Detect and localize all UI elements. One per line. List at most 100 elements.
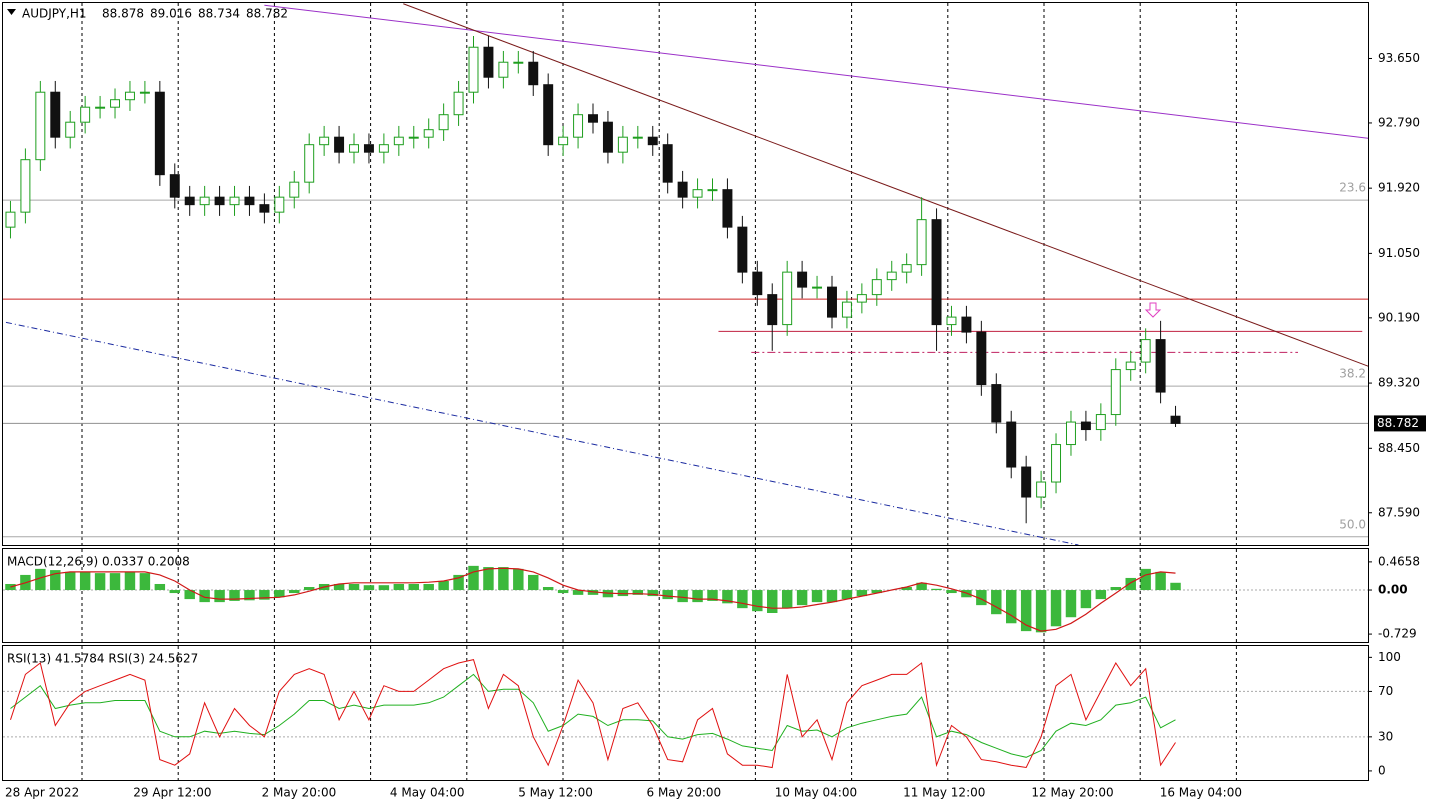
candle-body xyxy=(139,91,150,94)
macd-bar xyxy=(274,590,285,598)
macd-bar xyxy=(453,574,464,591)
x-tick-label: 4 May 04:00 xyxy=(390,786,465,800)
macd-bar xyxy=(408,583,419,591)
macd-bar xyxy=(199,590,210,603)
candle-body xyxy=(812,286,823,289)
candle-body xyxy=(722,189,733,228)
candle-body xyxy=(976,331,987,386)
y-tick-label: 0.00 xyxy=(1378,583,1408,597)
macd-bar xyxy=(946,590,957,594)
candle-body xyxy=(184,196,195,206)
candle-body xyxy=(677,181,688,198)
candle-body xyxy=(916,219,927,266)
candle-body xyxy=(423,129,434,138)
candle-body xyxy=(1006,421,1017,468)
macd-bar xyxy=(1125,577,1136,591)
macd-bar xyxy=(1170,582,1181,591)
candle-body xyxy=(617,136,628,153)
macd-bar xyxy=(811,590,823,603)
macd-bar xyxy=(184,590,195,600)
macd-bar xyxy=(64,571,76,591)
candle-body xyxy=(349,144,359,153)
candle-body xyxy=(65,121,76,138)
macd-bar xyxy=(692,590,703,603)
x-tick-label: 16 May 04:00 xyxy=(1160,786,1242,800)
macd-bar xyxy=(856,590,868,597)
trend-line xyxy=(5,321,1079,545)
macd-bar xyxy=(617,590,629,597)
candle-body xyxy=(35,91,46,161)
macd-bar xyxy=(976,590,987,606)
macd-bar xyxy=(1155,571,1166,591)
candle-body xyxy=(991,384,1002,423)
macd-bar xyxy=(826,590,838,603)
macd-bar xyxy=(513,568,524,591)
y-tick-label: 88.450 xyxy=(1378,441,1420,455)
macd-bar xyxy=(1065,590,1077,618)
rsi-title: RSI(13) 41.5784 RSI(3) 24.5627 xyxy=(7,652,198,666)
candle-body xyxy=(274,196,285,213)
candle-body xyxy=(363,144,374,153)
rsi-line xyxy=(10,673,1176,758)
y-tick-label: 30 xyxy=(1378,729,1393,743)
candle-body xyxy=(1095,414,1106,431)
macd-bar xyxy=(557,590,569,594)
macd-bar xyxy=(378,585,390,591)
y-tick-label: 70 xyxy=(1378,684,1393,698)
candle-body xyxy=(602,121,613,153)
candle-body xyxy=(124,91,135,101)
candle-body xyxy=(573,114,584,138)
macd-bar xyxy=(35,568,46,591)
macd-bar xyxy=(1095,590,1107,600)
macd-bar xyxy=(423,583,434,591)
candle-body xyxy=(453,91,464,116)
candle-body xyxy=(1110,369,1121,416)
candle-body xyxy=(647,136,658,146)
candle-body xyxy=(289,181,300,198)
macd-bar xyxy=(438,580,449,591)
candle-body xyxy=(229,196,240,206)
macd-bar xyxy=(229,590,240,601)
macd-bar xyxy=(124,571,136,591)
candle-body xyxy=(528,61,539,86)
candle-body xyxy=(692,189,703,198)
x-tick-label: 5 May 12:00 xyxy=(518,786,593,800)
x-tick-label: 11 May 12:00 xyxy=(903,786,985,800)
menu-triangle xyxy=(7,9,16,15)
x-tick-label: 28 Apr 2022 xyxy=(5,786,79,800)
macd-bar xyxy=(393,583,405,591)
macd-bar xyxy=(916,582,927,591)
y-tick-label: 92.790 xyxy=(1378,115,1420,129)
candle-body xyxy=(169,174,180,198)
macd-bar xyxy=(1110,587,1122,591)
low-price: 88.734 xyxy=(198,7,240,21)
macd-bar xyxy=(1080,590,1092,609)
macd-bar xyxy=(632,590,644,595)
current-price-box xyxy=(1374,415,1426,432)
macd-bar xyxy=(841,590,853,600)
candle-body xyxy=(214,196,225,206)
macd-bar xyxy=(1140,568,1151,591)
candle-body xyxy=(110,99,121,108)
candle-body xyxy=(483,46,494,78)
candle-body xyxy=(304,144,315,183)
y-tick-label: 91.050 xyxy=(1378,246,1420,260)
candle-body xyxy=(1065,421,1076,446)
macd-bar xyxy=(677,590,688,603)
y-tick-label: 0 xyxy=(1378,763,1386,777)
signal-line xyxy=(10,567,1176,632)
y-tick-label: 90.190 xyxy=(1378,310,1420,324)
y-tick-label: 87.590 xyxy=(1378,505,1420,519)
macd-bar xyxy=(1035,590,1047,633)
candle-body xyxy=(1021,466,1032,498)
macd-bar xyxy=(50,570,61,591)
macd-bar xyxy=(662,590,673,600)
macd-bar xyxy=(737,590,748,609)
macd-bar xyxy=(587,590,599,595)
macd-bar xyxy=(363,585,375,591)
macd-bar xyxy=(707,590,718,601)
macd-bar xyxy=(796,590,808,606)
macd-bar xyxy=(542,587,554,591)
labels: AUDJPY,H1 88.878 89.016 88.734 88.782 MA… xyxy=(5,7,1426,800)
